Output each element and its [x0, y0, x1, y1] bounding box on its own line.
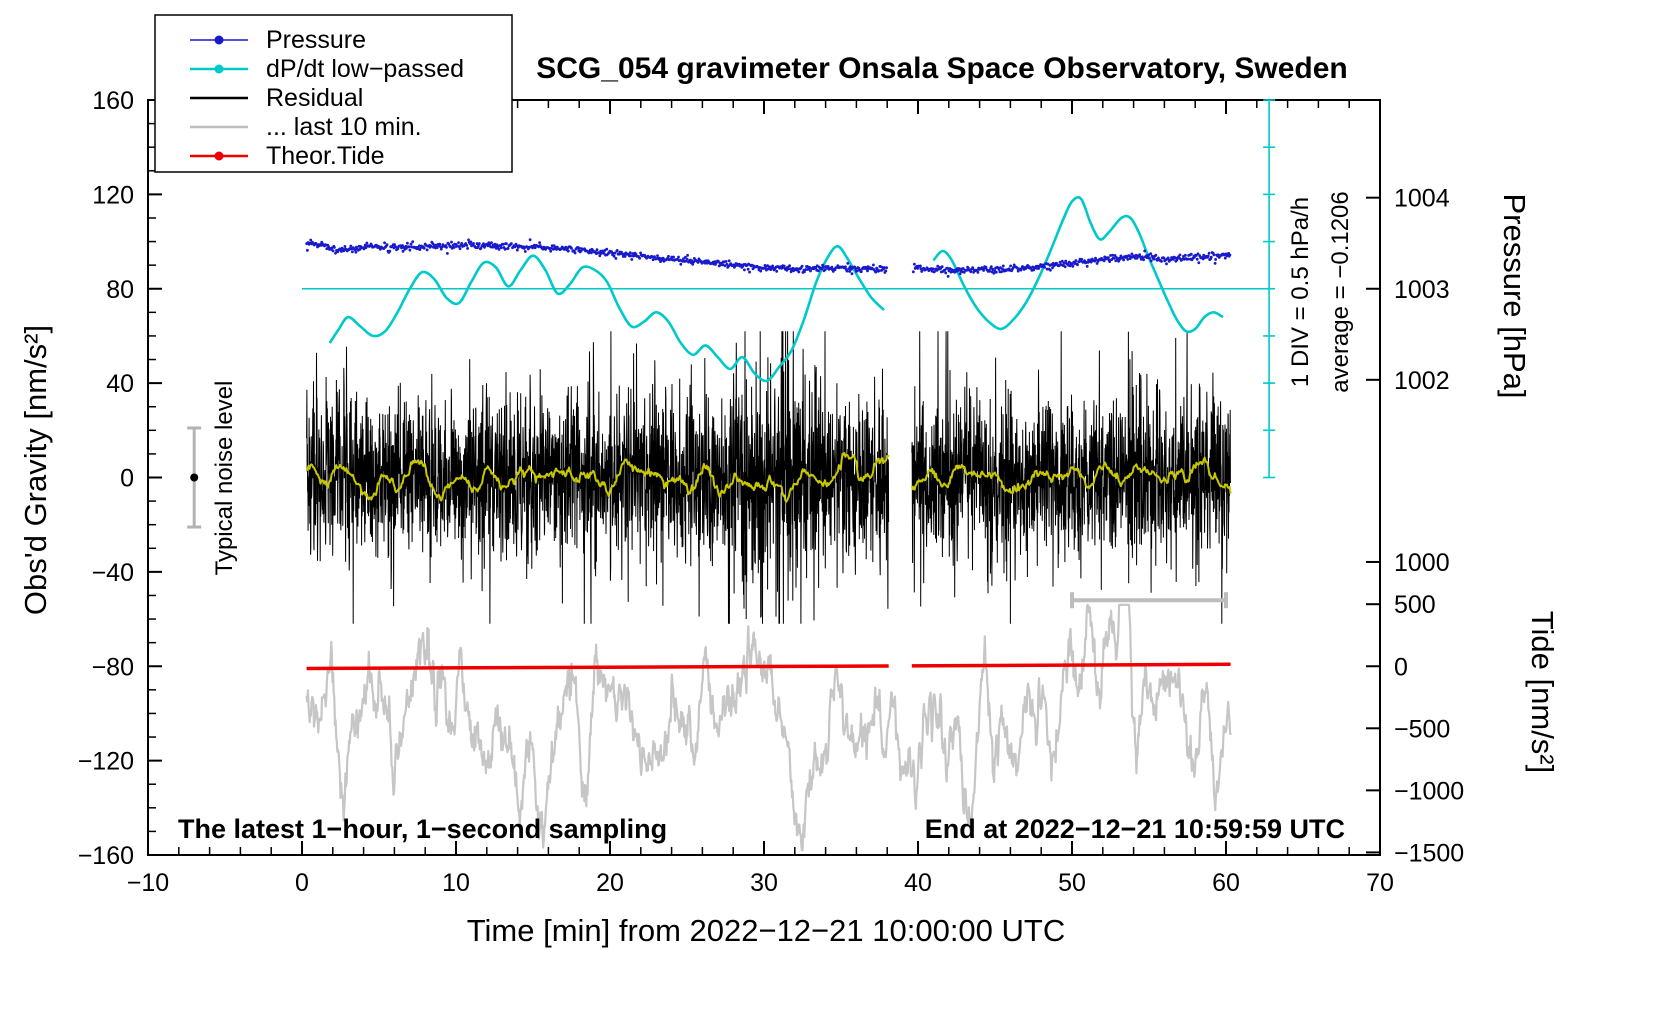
pressure-axis-title: Pressure [hPa]: [1497, 193, 1532, 398]
series-residual: [911, 331, 1231, 624]
average-label: average = −0.1206: [1327, 191, 1354, 393]
gravity-tick-label: −120: [78, 748, 134, 776]
div-scale-label: 1 DIV = 0.5 hPa/h: [1287, 197, 1314, 387]
series-dpdt-lowpassed: [932, 196, 1224, 334]
series-theor-tide: [306, 664, 889, 671]
footer-left: The latest 1−hour, 1−second sampling: [178, 814, 667, 844]
legend-label-pressure: Pressure: [266, 26, 366, 54]
overlays-layer: [187, 426, 1228, 609]
series-theor-tide: [911, 662, 1231, 668]
series-dpdt-lowpassed: [328, 245, 886, 383]
legend-label-dpdt: dP/dt low−passed: [266, 55, 464, 83]
noise-level-label: Typical noise level: [211, 381, 238, 576]
chart-title: SCG_054 gravimeter Onsala Space Observat…: [536, 52, 1348, 85]
series-residual-lowpassed: [910, 456, 1232, 495]
pressure-tick-label: 1002: [1394, 367, 1450, 395]
legend-sample-marker: [214, 151, 224, 161]
tide-tick-label: 0: [1394, 653, 1408, 681]
tide-tick-label: −500: [1394, 715, 1450, 743]
legend-label-tide: Theor.Tide: [266, 142, 385, 170]
x-tick-label: 20: [596, 869, 624, 897]
gravity-tick-label: 160: [92, 87, 134, 115]
pressure-tick-label: 1000: [1394, 549, 1450, 577]
series-residual: [306, 331, 890, 624]
legend-box: [154, 14, 513, 173]
x-tick-label: 50: [1058, 869, 1086, 897]
x-axis-title: Time [min] from 2022−12−21 10:00:00 UTC: [467, 913, 1066, 948]
gravity-tick-label: −160: [78, 842, 134, 870]
x-tick-label: 0: [295, 869, 309, 897]
x-tick-label: 70: [1366, 869, 1394, 897]
gravity-tick-label: −40: [92, 559, 134, 587]
gravity-tick-label: −80: [92, 653, 134, 681]
axes-layer: −10 0 10 20 30 40 50 60 70 −160 −120 −80 −40 0 40 80 120…: [78, 87, 1465, 897]
x-tick-label: 40: [904, 869, 932, 897]
tide-tick-label: −1500: [1394, 839, 1464, 867]
series-pressure: [911, 249, 1232, 278]
pressure-tick-label: 1004: [1394, 185, 1450, 213]
tide-tick-label: −1000: [1394, 777, 1464, 805]
series-layer: [302, 99, 1276, 852]
x-tick-label: 10: [442, 869, 470, 897]
x-tick-label: 60: [1212, 869, 1240, 897]
x-tick-label: −10: [127, 869, 169, 897]
x-tick-label: 30: [750, 869, 778, 897]
series-residual-lowpassed: [305, 452, 890, 503]
gravity-tick-label: 0: [120, 465, 134, 493]
gravity-tick-label: 80: [106, 276, 134, 304]
gravity-tick-label: 120: [92, 181, 134, 209]
series-pressure: [305, 238, 888, 276]
pressure-tick-label: 1003: [1394, 276, 1450, 304]
legend: Pressure dP/dt low−passed Residual ... l…: [154, 14, 513, 173]
noise-level-dot: [190, 473, 199, 482]
footer-right: End at 2022−12−21 10:59:59 UTC: [925, 814, 1345, 844]
gravity-tick-label: 40: [106, 370, 134, 398]
legend-sample-marker: [214, 64, 224, 74]
tide-axis-title: Tide [nm/s²]: [1525, 611, 1560, 774]
tide-tick-label: 500: [1394, 591, 1436, 619]
legend-label-residual: Residual: [266, 84, 363, 112]
legend-samples: [190, 35, 248, 161]
series-last-10-min: [305, 603, 1232, 852]
gravity-axis-title: Obs'd Gravity [nm/s²]: [18, 325, 53, 615]
legend-sample-marker: [214, 35, 224, 45]
legend-label-last10: ... last 10 min.: [266, 113, 422, 141]
